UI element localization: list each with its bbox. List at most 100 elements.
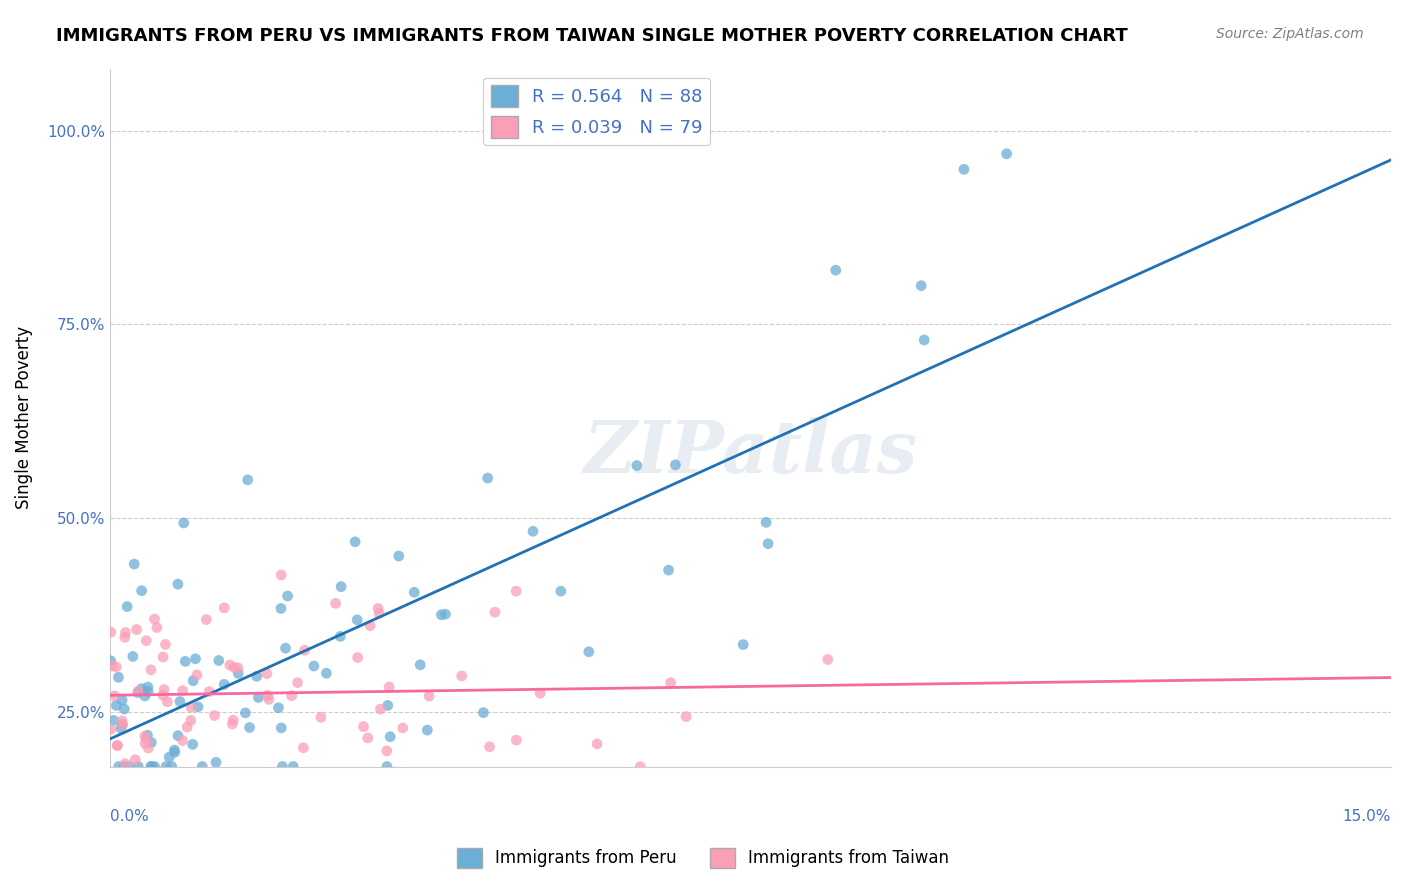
Point xyxy=(315,666,337,681)
Point xyxy=(127,685,149,699)
Point xyxy=(114,630,136,644)
Point xyxy=(157,750,180,764)
Point xyxy=(110,722,132,736)
Point xyxy=(238,721,260,735)
Point xyxy=(187,699,209,714)
Y-axis label: Single Mother Poverty: Single Mother Poverty xyxy=(15,326,32,509)
Point xyxy=(628,760,651,774)
Point xyxy=(995,146,1018,161)
Text: ZIPatlas: ZIPatlas xyxy=(583,417,918,488)
Point xyxy=(180,700,202,714)
Point xyxy=(127,684,149,698)
Point xyxy=(100,654,122,668)
Point xyxy=(953,162,976,177)
Point xyxy=(912,333,935,347)
Point xyxy=(477,471,499,485)
Point xyxy=(212,677,235,691)
Point xyxy=(416,723,439,737)
Text: IMMIGRANTS FROM PERU VS IMMIGRANTS FROM TAIWAN SINGLE MOTHER POVERTY CORRELATION: IMMIGRANTS FROM PERU VS IMMIGRANTS FROM … xyxy=(56,27,1128,45)
Point xyxy=(174,654,197,668)
Point xyxy=(375,759,398,773)
Point xyxy=(139,759,162,773)
Point xyxy=(287,675,309,690)
Point xyxy=(111,718,134,732)
Point xyxy=(205,756,228,770)
Point xyxy=(325,596,347,610)
Point xyxy=(910,278,932,293)
Point xyxy=(112,702,135,716)
Point xyxy=(136,684,159,698)
Legend: Immigrants from Peru, Immigrants from Taiwan: Immigrants from Peru, Immigrants from Ta… xyxy=(450,841,956,875)
Point xyxy=(135,633,157,648)
Point xyxy=(330,580,353,594)
Point xyxy=(155,637,177,651)
Point xyxy=(235,706,257,720)
Point xyxy=(409,657,432,672)
Point xyxy=(270,721,292,735)
Point xyxy=(755,516,778,530)
Point xyxy=(664,458,686,472)
Point xyxy=(824,263,846,277)
Point xyxy=(134,689,156,703)
Point xyxy=(143,759,166,773)
Point xyxy=(118,759,141,773)
Point xyxy=(302,659,325,673)
Point xyxy=(388,549,411,563)
Point xyxy=(391,721,413,735)
Point xyxy=(256,666,278,681)
Point xyxy=(484,605,506,619)
Point xyxy=(191,759,214,773)
Point xyxy=(115,599,138,614)
Point xyxy=(136,728,159,742)
Point xyxy=(101,659,124,673)
Point xyxy=(222,660,245,674)
Point xyxy=(236,473,259,487)
Point xyxy=(309,710,332,724)
Point xyxy=(346,650,368,665)
Legend: R = 0.564   N = 88, R = 0.039   N = 79: R = 0.564 N = 88, R = 0.039 N = 79 xyxy=(484,78,710,145)
Point xyxy=(270,568,292,582)
Point xyxy=(125,623,148,637)
Point xyxy=(105,698,128,713)
Point xyxy=(141,735,163,749)
Point xyxy=(181,738,204,752)
Point xyxy=(122,789,145,804)
Point xyxy=(146,621,169,635)
Point xyxy=(522,524,544,539)
Point xyxy=(505,733,527,747)
Point xyxy=(152,688,174,702)
Point xyxy=(181,673,204,688)
Point xyxy=(201,775,224,789)
Point xyxy=(274,641,297,656)
Point xyxy=(195,613,218,627)
Point xyxy=(122,557,145,571)
Point xyxy=(152,650,174,665)
Point xyxy=(659,675,682,690)
Point xyxy=(198,684,221,698)
Point xyxy=(103,714,125,728)
Point xyxy=(256,689,278,703)
Point xyxy=(346,613,368,627)
Point xyxy=(136,680,159,694)
Point xyxy=(127,759,149,773)
Point xyxy=(111,717,134,731)
Point xyxy=(283,759,305,773)
Point xyxy=(378,680,401,694)
Point xyxy=(167,729,190,743)
Point xyxy=(212,600,235,615)
Point xyxy=(134,737,156,751)
Point xyxy=(139,663,162,677)
Point xyxy=(212,772,235,786)
Point xyxy=(377,698,399,713)
Text: 0.0%: 0.0% xyxy=(110,809,149,824)
Point xyxy=(404,585,426,599)
Point xyxy=(267,700,290,714)
Point xyxy=(367,601,389,615)
Point xyxy=(586,737,609,751)
Point xyxy=(122,649,145,664)
Point xyxy=(226,661,249,675)
Point xyxy=(184,652,207,666)
Point xyxy=(675,709,697,723)
Point xyxy=(153,682,176,697)
Point xyxy=(280,689,302,703)
